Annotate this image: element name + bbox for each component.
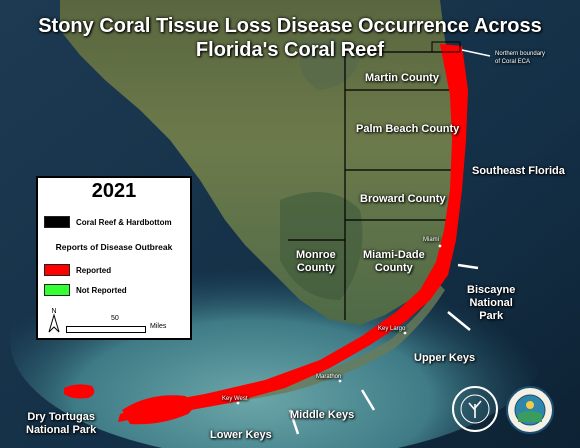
not-reported-label: Not Reported — [76, 285, 127, 295]
coral-label: Coral Reef & Hardbottom — [76, 217, 172, 227]
scale-unit: Miles — [150, 323, 167, 330]
fdep-seal-icon — [514, 394, 546, 426]
biscayne-line-3: Park — [479, 310, 504, 322]
northern-boundary-line-2: of Coral ECA — [495, 59, 531, 65]
lower-keys-label: Lower Keys — [210, 429, 272, 441]
biscayne-line-1: Biscayne — [467, 284, 516, 296]
upper-keys-label: Upper Keys — [414, 352, 476, 364]
miami-dot — [438, 244, 442, 248]
palm-beach-county-label: Palm Beach County — [356, 123, 460, 135]
biscayne-line-2: National — [469, 297, 513, 309]
reported-label: Reported — [76, 265, 112, 275]
florida-coral-reef-logo — [452, 386, 498, 432]
northern-boundary-marker — [431, 41, 461, 53]
martin-county-label: Martin County — [365, 72, 439, 84]
title-line-2: Florida's Coral Reef — [195, 39, 385, 61]
lower-keys-pointer — [288, 409, 300, 435]
scale-value: 50 — [111, 315, 119, 322]
northern-boundary-label: Northern boundary of Coral ECA — [495, 50, 545, 66]
miami-dade-line-2: County — [374, 262, 413, 274]
key-largo-dot — [403, 331, 407, 335]
dry-tortugas-reef — [64, 384, 95, 399]
map-legend: 2021 Coral Reef & Hardbottom Reports of … — [36, 176, 192, 340]
monroe-line-2: County — [296, 262, 335, 274]
miami-dade-line-1: Miami-Dade — [363, 249, 425, 261]
key-largo-label: Key Largo — [378, 326, 406, 332]
reported-swatch — [44, 264, 70, 276]
miami-label: Miami — [423, 237, 439, 243]
miami-dade-county-label: Miami-Dade County — [363, 249, 425, 275]
north-letter: N — [51, 308, 56, 315]
title-line-1: Stony Coral Tissue Loss Disease Occurren… — [38, 15, 542, 37]
marathon-label: Marathon — [316, 374, 342, 380]
dry-tortugas-line-2: National Park — [26, 424, 97, 436]
broward-county-label: Broward County — [360, 193, 446, 205]
dry-tortugas-label: Dry Tortugas National Park — [26, 411, 96, 437]
northern-boundary-line-1: Northern boundary — [495, 51, 546, 57]
legend-not-reported-row: Not Reported — [44, 284, 127, 296]
monroe-line-1: Monroe — [296, 249, 336, 261]
not-reported-swatch — [44, 284, 70, 296]
legend-subtitle: Reports of Disease Outbreak — [55, 242, 173, 252]
map-title: Stony Coral Tissue Loss Disease Occurren… — [0, 14, 580, 62]
southeast-florida-label: Southeast Florida — [472, 165, 565, 177]
coral-reef-logo-icon — [460, 394, 490, 424]
marathon-dot — [338, 379, 342, 383]
legend-year: 2021 — [91, 180, 137, 202]
monroe-county-label: Monroe County — [296, 249, 336, 275]
north-arrow-icon: N — [48, 308, 60, 333]
keys-chain — [130, 285, 445, 418]
fdep-seal — [506, 386, 554, 434]
upper-keys-pointer — [447, 311, 471, 331]
reef-tract-reported — [118, 44, 468, 422]
biscayne-pointer — [457, 263, 479, 270]
middle-keys-pointer — [360, 389, 376, 411]
legend-coral-row: Coral Reef & Hardbottom — [44, 216, 172, 228]
everglades — [280, 192, 363, 300]
key-west-label: Key West — [222, 396, 248, 402]
dry-tortugas-line-1: Dry Tortugas — [27, 411, 95, 423]
middle-keys-label: Middle Keys — [290, 409, 355, 421]
northern-boundary-pointer — [461, 49, 491, 57]
biscayne-label: Biscayne National Park — [467, 284, 515, 323]
legend-reported-row: Reported — [44, 264, 111, 276]
marquesas-reef — [122, 395, 194, 425]
key-west-dot — [236, 401, 240, 405]
coral-swatch — [44, 216, 70, 228]
scale-bar — [66, 326, 146, 333]
